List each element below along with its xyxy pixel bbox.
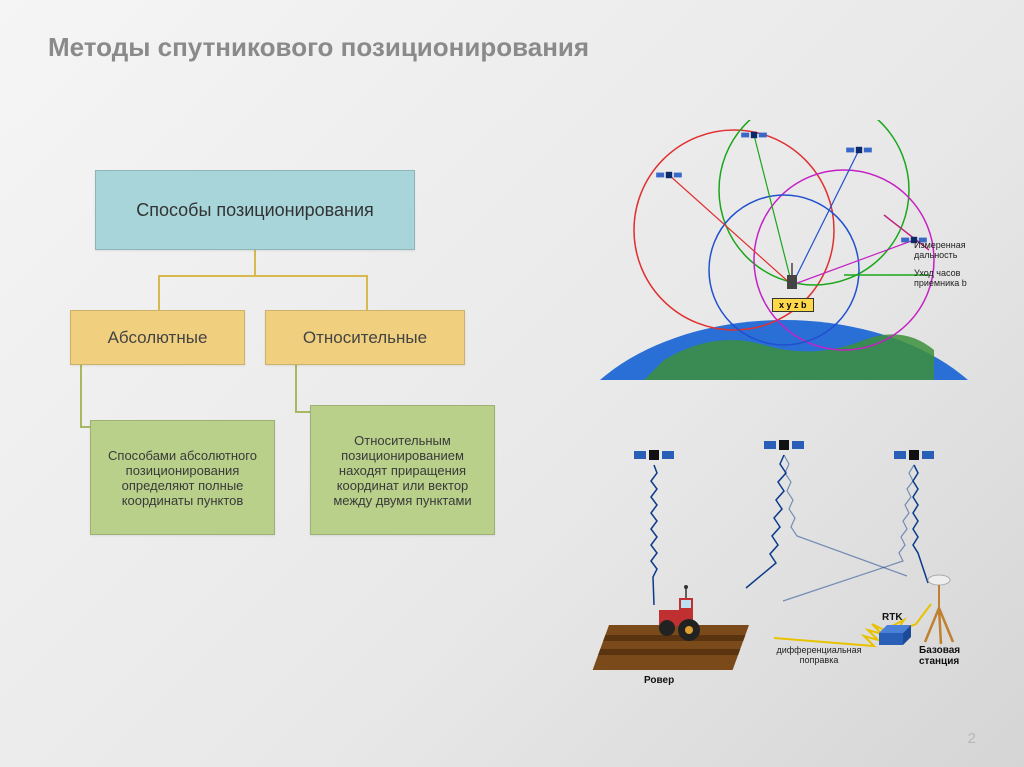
xyz-badge: x y z b	[772, 298, 814, 312]
tractor-icon	[659, 585, 700, 641]
page-number: 2	[968, 730, 976, 747]
base-station-label: Базовая станция	[919, 645, 979, 667]
tree-absolute: Абсолютные	[70, 310, 245, 365]
tree-absolute-desc: Способами абсолютного позиционирования о…	[90, 420, 275, 535]
measured-range-label: Измеренная дальность	[914, 240, 984, 260]
tree-root: Способы позиционирования	[95, 170, 415, 250]
differential-diagram: Ровер RTK Базовая станция дифференциальн…	[584, 430, 984, 700]
base-station-icon	[925, 575, 953, 644]
rover-label: Ровер	[644, 675, 674, 686]
trilateration-diagram: x y z b Измеренная дальность Уход часов …	[584, 120, 984, 380]
tree-relative-desc: Относительным позиционированием находят …	[310, 405, 495, 535]
page-title: Методы спутникового позиционирования	[48, 32, 589, 63]
correction-label: дифференциальная поправка	[764, 645, 874, 665]
clock-offset-label: Уход часов приемника b	[914, 268, 984, 288]
rtk-label: RTK	[882, 612, 903, 623]
tree-relative: Относительные	[265, 310, 465, 365]
satellite-icon	[634, 440, 934, 460]
rtk-box-icon	[879, 625, 911, 645]
